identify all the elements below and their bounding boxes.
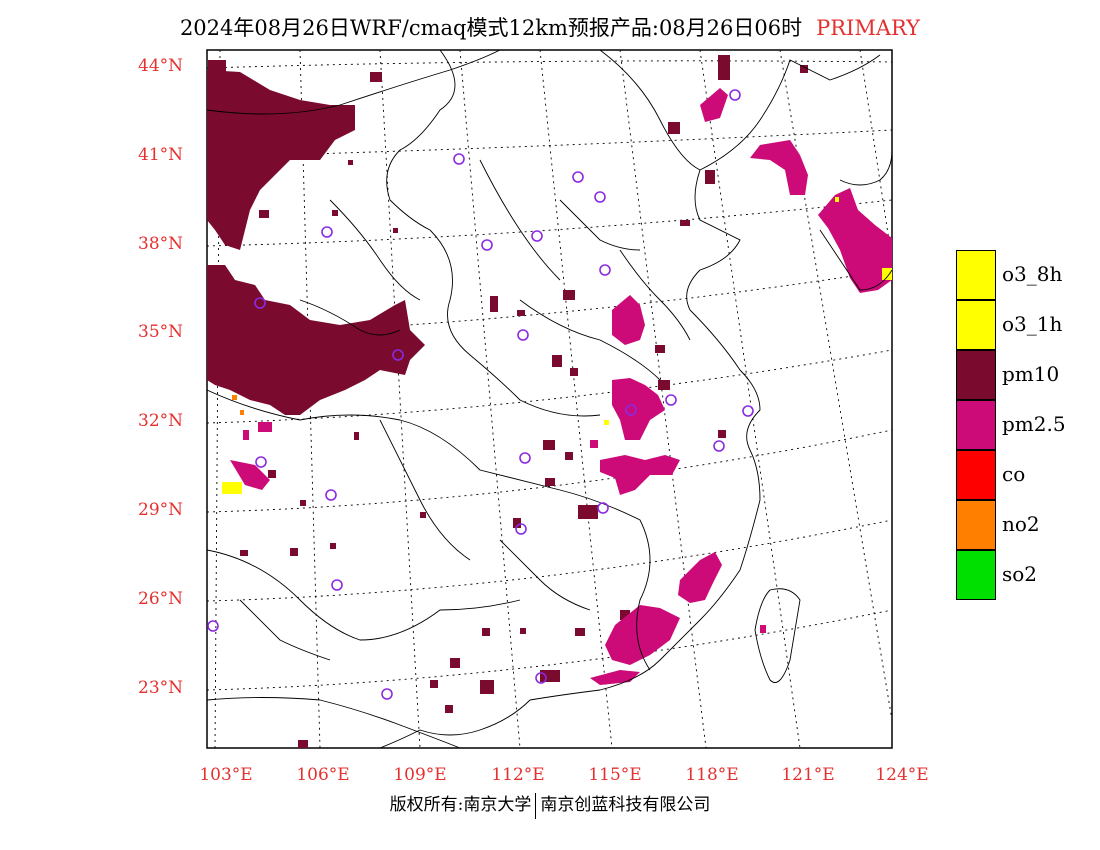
- footer-divider: [535, 792, 537, 819]
- lon-label: 121°E: [781, 765, 835, 785]
- station-marker: [597, 502, 609, 514]
- station-marker: [531, 230, 543, 242]
- lat-label: 29°N: [138, 500, 184, 520]
- copyright-footer: 版权所有:南京大学 南京创蓝科技有限公司: [0, 790, 1100, 819]
- o3-cells: [222, 197, 892, 494]
- legend-label: o3_8h: [1002, 262, 1063, 286]
- lat-label: 44°N: [138, 56, 184, 76]
- lon-label: 103°E: [199, 765, 253, 785]
- legend-label: no2: [1002, 512, 1040, 536]
- pm25-regions: [230, 88, 892, 685]
- legend-item-so2: so2: [956, 550, 1096, 600]
- lat-label: 38°N: [138, 234, 184, 254]
- legend-swatch: [956, 350, 996, 400]
- station-marker: [325, 489, 337, 501]
- legend-item-o3-1h: o3_1h: [956, 300, 1096, 350]
- legend-swatch: [956, 500, 996, 550]
- station-marker: [742, 405, 754, 417]
- no2-cells: [232, 395, 244, 415]
- station-marker: [594, 191, 606, 203]
- legend-item-pm25: pm2.5: [956, 400, 1096, 450]
- lon-label: 124°E: [875, 765, 929, 785]
- pm10-cells: [240, 55, 808, 748]
- boundaries: [207, 50, 892, 748]
- station-marker: [254, 297, 266, 309]
- lat-label: 23°N: [138, 678, 184, 698]
- lon-label: 106°E: [296, 765, 350, 785]
- lat-label: 32°N: [138, 411, 184, 431]
- legend-label: pm10: [1002, 362, 1060, 386]
- legend-item-pm10: pm10: [956, 350, 1096, 400]
- legend-label: co: [1002, 462, 1026, 486]
- lat-label: 26°N: [138, 589, 184, 609]
- pollutant-legend: o3_8h o3_1h pm10 pm2.5 co no2 so2: [956, 250, 1096, 600]
- copyright-right: 南京创蓝科技有限公司: [540, 795, 711, 815]
- station-marker: [381, 688, 393, 700]
- station-marker: [207, 620, 219, 632]
- station-markers: [207, 89, 754, 700]
- station-marker: [255, 456, 267, 468]
- station-marker: [321, 226, 333, 238]
- legend-label: so2: [1002, 562, 1038, 586]
- lon-label: 109°E: [393, 765, 447, 785]
- legend-swatch: [956, 250, 996, 300]
- station-marker: [392, 349, 404, 361]
- legend-swatch: [956, 550, 996, 600]
- title-primary: PRIMARY: [816, 16, 921, 40]
- lat-label: 35°N: [138, 322, 184, 342]
- station-marker: [515, 523, 527, 535]
- lon-label: 112°E: [491, 765, 545, 785]
- legend-swatch: [956, 300, 996, 350]
- lon-label: 118°E: [685, 765, 739, 785]
- copyright-left: 版权所有:南京大学: [389, 795, 532, 815]
- lon-label: 115°E: [588, 765, 642, 785]
- station-marker: [729, 89, 741, 101]
- station-marker: [625, 404, 637, 416]
- lat-label: 41°N: [138, 145, 184, 165]
- station-marker: [331, 579, 343, 591]
- legend-item-co: co: [956, 450, 1096, 500]
- station-marker: [665, 394, 677, 406]
- station-marker: [713, 440, 725, 452]
- station-marker: [481, 239, 493, 251]
- map-title: 2024年08月26日WRF/cmaq模式12km预报产品:08月26日06时 P…: [0, 12, 1100, 42]
- station-marker: [519, 452, 531, 464]
- station-marker: [599, 264, 611, 276]
- legend-swatch: [956, 450, 996, 500]
- pm10-regions: [207, 60, 425, 415]
- legend-label: pm2.5: [1002, 412, 1066, 436]
- legend-item-no2: no2: [956, 500, 1096, 550]
- legend-item-o3-8h: o3_8h: [956, 250, 1096, 300]
- station-marker: [517, 329, 529, 341]
- title-main: 2024年08月26日WRF/cmaq模式12km预报产品:08月26日06时: [179, 16, 803, 40]
- legend-label: o3_1h: [1002, 312, 1063, 336]
- station-marker: [572, 171, 584, 183]
- station-marker: [535, 672, 547, 684]
- map-layers: [207, 50, 892, 748]
- legend-swatch: [956, 400, 996, 450]
- station-marker: [453, 153, 465, 165]
